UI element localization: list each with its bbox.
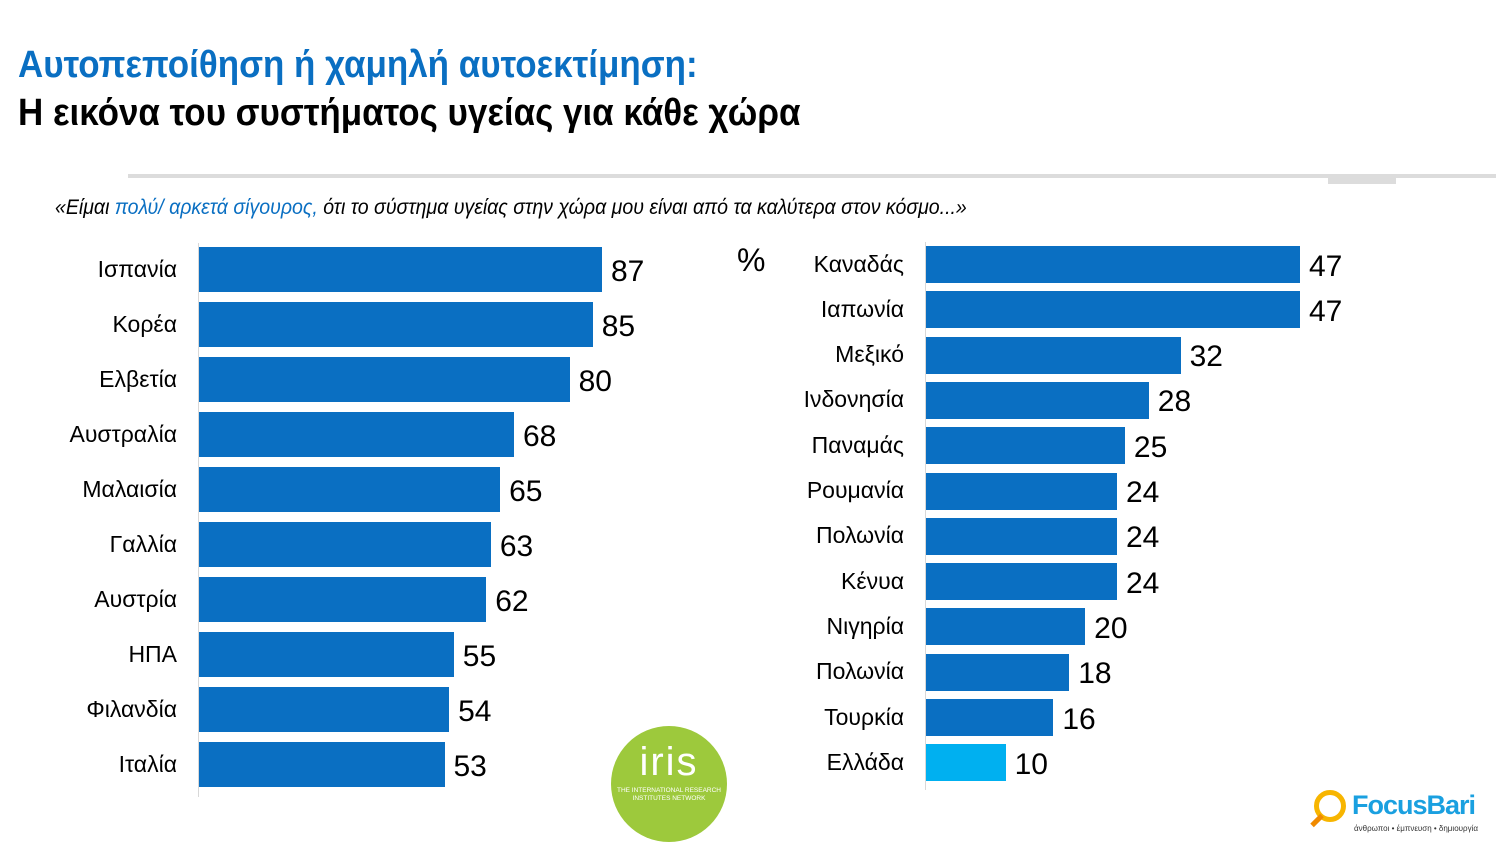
magnifier-icon [1314, 790, 1346, 822]
value-label: 68 [522, 419, 557, 453]
focusbari-tagline: άνθρωποι • έμπνευση • δημιουργία [1354, 824, 1478, 833]
category-label: Ελβετία [99, 365, 177, 392]
category-label: Τουρκία [824, 703, 904, 730]
value-label: 24 [1125, 521, 1160, 555]
category-label: Παναμάς [811, 431, 904, 458]
value-label: 24 [1125, 566, 1160, 600]
divider [128, 174, 1496, 178]
bar [199, 302, 593, 347]
subtitle-suffix: ότι το σύστημα υγείας στην χώρα μου είνα… [317, 196, 967, 219]
bar [926, 336, 1181, 374]
bar [926, 563, 1117, 601]
bar [926, 517, 1117, 555]
bar [926, 472, 1117, 510]
value-label: 63 [499, 529, 534, 563]
category-label: Κένυα [841, 567, 904, 594]
value-label: 47 [1309, 249, 1343, 283]
bar [199, 522, 491, 567]
iris-wordmark: iris [639, 740, 699, 784]
y-axis-line [925, 242, 926, 790]
focusbari-name: FocusBari [1352, 790, 1476, 820]
iris-subtitle: THE INTERNATIONAL RESEARCH INSTITUTES NE… [616, 787, 721, 802]
bar [926, 291, 1300, 329]
value-label: 55 [462, 639, 497, 673]
y-axis-line [198, 243, 199, 797]
value-label: 25 [1133, 430, 1168, 464]
subtitle-highlight: πολύ/ αρκετά σίγουρος, [114, 196, 318, 219]
value-label: 85 [601, 309, 636, 343]
category-label: Νιγηρία [826, 612, 904, 639]
bar [199, 247, 602, 292]
category-label: ΗΠΑ [128, 640, 177, 667]
value-label: 54 [458, 694, 492, 728]
value-label: 62 [495, 584, 529, 618]
value-label: 28 [1157, 385, 1192, 419]
bar [199, 467, 501, 512]
category-label: Ιταλία [118, 750, 177, 777]
value-label: 80 [578, 364, 612, 398]
value-label: 53 [453, 749, 487, 783]
bar [926, 427, 1125, 465]
category-label: Κορέα [112, 310, 178, 337]
value-label: 65 [509, 474, 543, 508]
bar [926, 653, 1070, 691]
category-label: Πολωνία [816, 522, 904, 549]
category-label: Πολωνία [816, 658, 904, 685]
subtitle-prefix: «Είμαι [55, 196, 115, 219]
category-label: Ρουμανία [806, 477, 904, 503]
category-label: Φιλανδία [86, 695, 177, 722]
category-label: Ελλάδα [826, 748, 904, 775]
value-label: 24 [1125, 476, 1160, 509]
category-label: Ιαπωνία [820, 295, 904, 322]
unit-label: % [737, 242, 766, 278]
value-label: 16 [1062, 702, 1096, 736]
title-line-1: Αυτοπεποίθηση ή χαμηλή αυτοεκτίμηση: [18, 44, 698, 86]
category-label: Γαλλία [109, 530, 177, 557]
category-label: Μαλαισία [82, 475, 177, 502]
category-label: Καναδάς [813, 250, 904, 277]
bar [926, 381, 1149, 419]
bar [926, 744, 1006, 782]
bar [199, 742, 445, 787]
value-label: 87 [611, 254, 645, 288]
category-label: Μεξικό [835, 341, 904, 368]
category-label: Αυστραλία [69, 420, 178, 447]
bar [199, 412, 514, 457]
value-label: 47 [1309, 294, 1343, 328]
bar [926, 699, 1054, 736]
divider-accent [1328, 178, 1396, 184]
category-label: Αυστρία [94, 585, 177, 612]
bar [199, 357, 570, 402]
category-label: Ινδονησία [803, 386, 904, 413]
bar [926, 608, 1086, 646]
subtitle-quote: «Είμαι πολύ/ αρκετά σίγουρος, ότι το σύσ… [55, 196, 967, 220]
value-label: 18 [1078, 657, 1112, 691]
value-label: 10 [1014, 747, 1048, 781]
title-line-2: Η εικόνα του συστήματος υγείας για κάθε … [18, 92, 801, 134]
value-label: 20 [1094, 611, 1128, 645]
bar [199, 632, 454, 677]
value-label: 32 [1189, 340, 1223, 374]
bar [926, 246, 1300, 283]
iris-logo: iris THE INTERNATIONAL RESEARCH INSTITUT… [611, 726, 727, 842]
category-label: Ισπανία [97, 255, 177, 282]
bar [199, 577, 487, 622]
bar [199, 687, 450, 732]
